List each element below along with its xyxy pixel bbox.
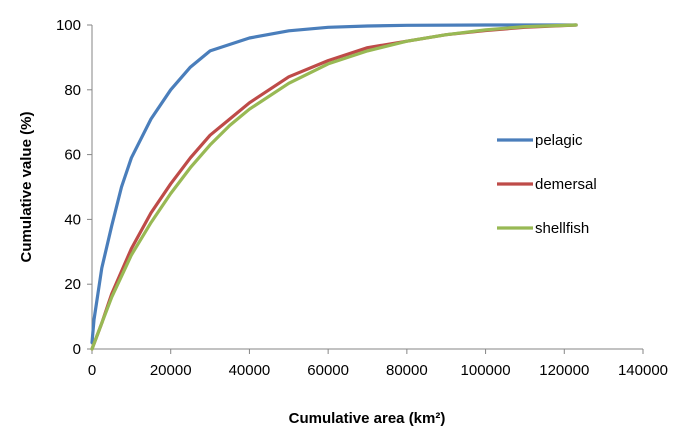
- y-tick-label: 20: [64, 276, 81, 293]
- x-tick-label: 100000: [461, 362, 511, 379]
- series-lines: [90, 23, 578, 351]
- x-tick-label: 140000: [618, 362, 668, 379]
- legend-label-pelagic: pelagic: [535, 132, 583, 149]
- y-axis-title: Cumulative value (%): [18, 112, 35, 263]
- legend-label-shellfish: shellfish: [535, 220, 589, 237]
- series-line-shellfish: [90, 23, 578, 351]
- x-tick-label: 40000: [229, 362, 271, 379]
- x-axis-title: Cumulative area (km²): [289, 410, 446, 427]
- y-tick-label: 60: [64, 147, 81, 164]
- series-line-demersal: [90, 23, 578, 351]
- x-tick-label: 80000: [386, 362, 428, 379]
- x-tick-label: 20000: [150, 362, 192, 379]
- legend: pelagic demersal shellfish: [497, 132, 597, 237]
- y-tick-label: 80: [64, 82, 81, 99]
- x-tick-label: 60000: [307, 362, 349, 379]
- legend-label-demersal: demersal: [535, 176, 597, 193]
- y-tick-label: 40: [64, 211, 81, 228]
- y-axis-ticks: 0 20 40 60 80 100: [56, 17, 92, 358]
- series-line-pelagic: [90, 23, 578, 345]
- x-tick-label: 0: [88, 362, 96, 379]
- x-axis-ticks: 0 20000 40000 60000 80000 100000 120000 140000: [88, 349, 668, 379]
- y-tick-label: 0: [73, 341, 81, 358]
- plot-axes: [91, 25, 643, 350]
- y-tick-label: 100: [56, 17, 81, 34]
- x-tick-label: 120000: [539, 362, 589, 379]
